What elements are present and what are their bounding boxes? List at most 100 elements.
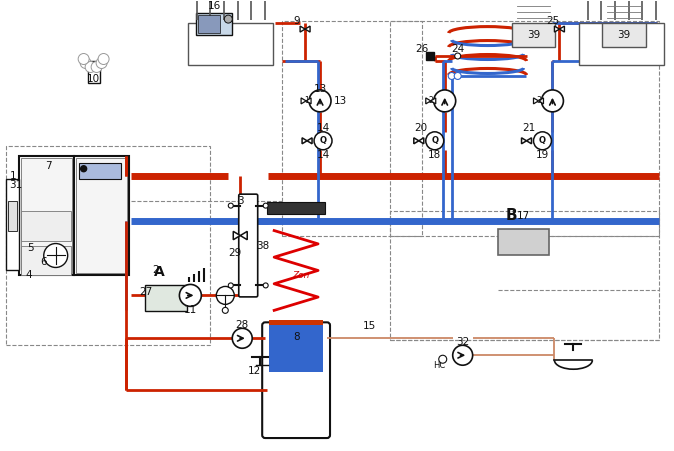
- Circle shape: [81, 166, 87, 172]
- Bar: [19, 156, 73, 276]
- Text: 7: 7: [45, 161, 52, 171]
- Circle shape: [263, 283, 268, 288]
- Text: B: B: [506, 208, 518, 223]
- Polygon shape: [240, 231, 247, 240]
- Text: 10: 10: [87, 74, 100, 84]
- Bar: [8, 201, 17, 230]
- Bar: [75, 158, 127, 273]
- Text: 11: 11: [184, 305, 197, 315]
- Circle shape: [96, 58, 107, 69]
- Bar: [196, 13, 233, 35]
- Text: 19: 19: [536, 150, 549, 160]
- Text: 1: 1: [9, 171, 16, 181]
- Bar: [267, 202, 325, 214]
- Text: 38: 38: [257, 240, 270, 250]
- Text: 4: 4: [26, 271, 32, 281]
- Circle shape: [439, 355, 447, 363]
- Text: 14: 14: [316, 123, 330, 133]
- Text: 39: 39: [617, 30, 631, 40]
- Bar: [512, 23, 555, 47]
- Polygon shape: [431, 98, 436, 104]
- Text: 21: 21: [522, 123, 535, 133]
- Circle shape: [85, 61, 96, 73]
- Text: 32: 32: [456, 337, 469, 347]
- Circle shape: [309, 90, 331, 112]
- Polygon shape: [302, 138, 307, 144]
- Circle shape: [454, 73, 461, 79]
- Polygon shape: [559, 26, 564, 32]
- Text: 31: 31: [9, 179, 22, 190]
- Text: 5: 5: [28, 243, 34, 253]
- Circle shape: [78, 54, 89, 64]
- Circle shape: [434, 90, 456, 112]
- FancyBboxPatch shape: [239, 194, 257, 297]
- FancyBboxPatch shape: [262, 322, 330, 438]
- Bar: [390, 21, 659, 235]
- Circle shape: [453, 345, 472, 365]
- Text: 27: 27: [139, 287, 152, 297]
- Bar: [282, 21, 422, 235]
- Text: Q: Q: [539, 136, 546, 145]
- Polygon shape: [426, 98, 431, 104]
- Circle shape: [314, 132, 332, 150]
- Circle shape: [455, 53, 461, 59]
- Bar: [6, 179, 19, 271]
- Polygon shape: [301, 98, 306, 104]
- Text: Q: Q: [431, 136, 438, 145]
- Text: A: A: [154, 266, 165, 280]
- Bar: [390, 211, 659, 341]
- Text: 24: 24: [451, 44, 464, 54]
- Polygon shape: [414, 138, 419, 144]
- Polygon shape: [534, 98, 539, 104]
- Bar: [6, 146, 210, 345]
- Circle shape: [263, 203, 268, 208]
- Text: 17: 17: [517, 211, 530, 221]
- Polygon shape: [522, 138, 526, 144]
- Text: Q: Q: [319, 136, 326, 145]
- Circle shape: [534, 132, 551, 150]
- Text: HC: HC: [433, 361, 446, 370]
- Text: Zon: Zon: [293, 271, 310, 280]
- Text: 13: 13: [334, 96, 347, 106]
- Circle shape: [541, 90, 563, 112]
- Bar: [21, 245, 71, 276]
- Bar: [21, 158, 71, 273]
- Text: 25: 25: [546, 16, 559, 26]
- Text: 8: 8: [293, 332, 299, 342]
- Text: 9: 9: [294, 16, 301, 26]
- Circle shape: [179, 285, 202, 306]
- Text: 29: 29: [228, 248, 242, 258]
- Bar: [580, 23, 664, 65]
- Text: 16: 16: [208, 1, 221, 11]
- Text: 18: 18: [428, 150, 441, 160]
- Bar: [603, 23, 646, 47]
- Text: 14: 14: [316, 150, 330, 160]
- Polygon shape: [555, 26, 559, 32]
- Text: 6: 6: [40, 258, 47, 267]
- Text: 3: 3: [536, 97, 541, 106]
- Bar: [188, 23, 273, 65]
- Polygon shape: [233, 231, 240, 240]
- Bar: [88, 61, 100, 83]
- Bar: [21, 211, 71, 240]
- Polygon shape: [419, 138, 424, 144]
- Bar: [497, 229, 549, 254]
- Bar: [426, 52, 434, 60]
- Bar: [79, 163, 121, 179]
- Polygon shape: [526, 138, 532, 144]
- Text: 12: 12: [247, 366, 261, 376]
- Bar: [269, 325, 323, 372]
- Polygon shape: [307, 138, 312, 144]
- Circle shape: [91, 61, 102, 73]
- Text: 28: 28: [236, 320, 249, 330]
- Text: 26: 26: [415, 44, 429, 54]
- Text: 20: 20: [415, 123, 427, 133]
- Polygon shape: [539, 98, 543, 104]
- Bar: [146, 285, 187, 311]
- Circle shape: [228, 283, 233, 288]
- Circle shape: [448, 73, 455, 79]
- Circle shape: [228, 203, 233, 208]
- Bar: [73, 156, 129, 276]
- Polygon shape: [300, 26, 305, 32]
- Circle shape: [222, 308, 228, 313]
